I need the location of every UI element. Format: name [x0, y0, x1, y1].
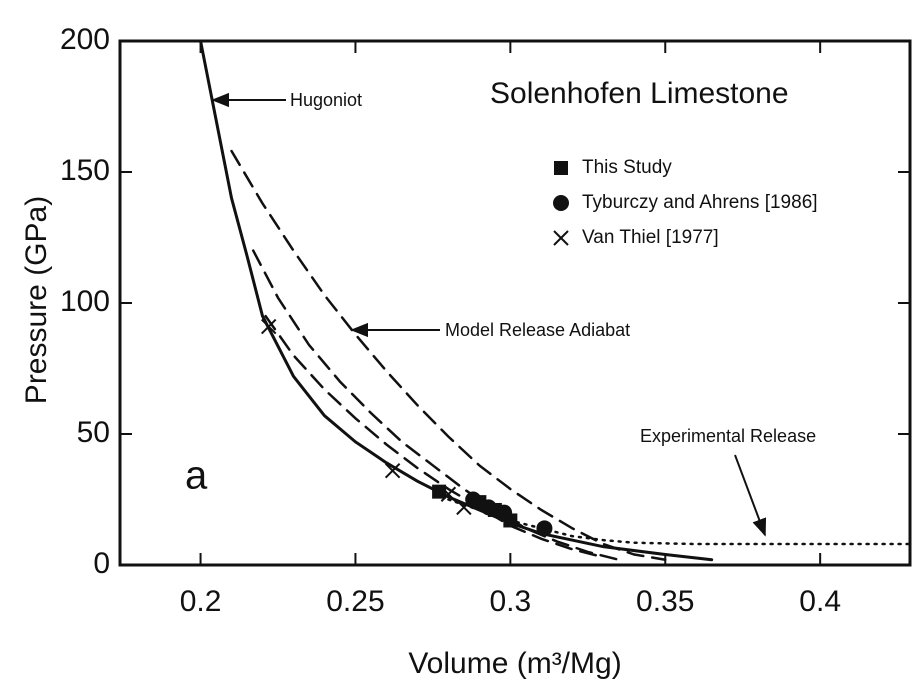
marker-circle [496, 504, 513, 521]
legend-label: This Study [582, 157, 672, 178]
panel-label: a [185, 454, 208, 498]
y-tick-label: 100 [60, 285, 110, 318]
marker-cross [456, 499, 472, 516]
y-tick-label: 150 [60, 154, 110, 187]
marker-cross [553, 230, 569, 246]
legend-label: Tyburczy and Ahrens [1986] [582, 192, 818, 213]
marker-circle [465, 491, 482, 508]
curve [447, 498, 912, 546]
marker-circle [536, 520, 553, 537]
annotation: Model Release Adiabat [445, 320, 630, 340]
y-tick-label: 50 [77, 416, 110, 449]
curve [199, 39, 714, 562]
y-tick-label: 0 [93, 547, 110, 580]
x-tick-label: 0.2 [180, 585, 222, 618]
arrow [734, 454, 767, 537]
marker-cross [260, 318, 277, 335]
y-tick-label: 200 [60, 23, 110, 56]
curve [264, 314, 605, 559]
marker-cross [384, 462, 401, 479]
marker-cross [440, 486, 457, 502]
chart-title: Solenhofen Limestone [490, 77, 789, 110]
x-tick-label: 0.35 [636, 585, 694, 618]
x-axis-label: Volume (m³/Mg) [408, 647, 621, 680]
curve [230, 149, 667, 562]
x-tick-label: 0.4 [799, 585, 841, 618]
annotation: Hugoniot [290, 90, 362, 110]
y-axis-label: Pressure (GPa) [20, 196, 53, 404]
x-tick-label: 0.25 [326, 585, 384, 618]
x-tick-label: 0.3 [489, 585, 531, 618]
annotation: Experimental Release [640, 426, 816, 446]
marker-square [432, 484, 447, 499]
legend-label: Van Thiel [1977] [582, 227, 719, 248]
marker-square [554, 161, 568, 175]
plot-frame [118, 39, 912, 567]
marker-circle [553, 195, 569, 211]
curve [251, 249, 621, 562]
marker-circle [480, 499, 497, 516]
